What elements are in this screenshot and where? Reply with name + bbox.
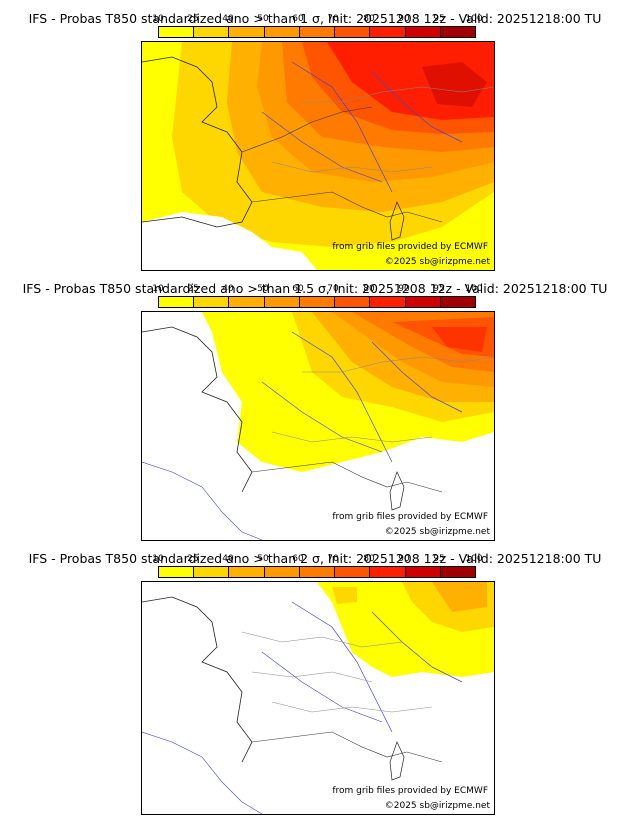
colorbar-tick: 40 bbox=[222, 554, 234, 564]
colorbar-tick: 100 bbox=[465, 284, 483, 294]
colorbar bbox=[158, 566, 476, 578]
colorbar-tick: 95 bbox=[433, 554, 445, 564]
map-panel-3: IFS - Probas T850 standardized ano > tha… bbox=[0, 540, 630, 828]
panel-title: IFS - Probas T850 standardized ano > tha… bbox=[28, 551, 602, 566]
colorbar-swatch bbox=[370, 297, 406, 307]
probability-map: from grib files provided by ECMWF ©2025 … bbox=[141, 311, 495, 541]
colorbar-swatch bbox=[194, 297, 230, 307]
map-graphic bbox=[142, 312, 494, 540]
map-panel-2: IFS - Probas T850 standardized ano > tha… bbox=[0, 270, 630, 545]
colorbar-tick: 100 bbox=[465, 14, 483, 24]
colorbar-ticks: 10 25 40 50 60 70 80 90 95 100 bbox=[152, 554, 482, 566]
colorbar-swatch bbox=[335, 567, 371, 577]
colorbar-tick: 10 bbox=[152, 284, 164, 294]
colorbar-tick: 70 bbox=[327, 14, 339, 24]
colorbar-tick: 90 bbox=[398, 554, 410, 564]
colorbar bbox=[158, 26, 476, 38]
credit-source: from grib files provided by ECMWF bbox=[332, 242, 488, 252]
colorbar-tick: 100 bbox=[465, 554, 483, 564]
credit-source: from grib files provided by ECMWF bbox=[332, 786, 488, 796]
probability-map: from grib files provided by ECMWF ©2025 … bbox=[141, 581, 495, 815]
credit-author: ©2025 sb@irizpme.net bbox=[384, 257, 490, 267]
colorbar-tick: 70 bbox=[327, 284, 339, 294]
colorbar-swatch bbox=[370, 567, 406, 577]
colorbar-tick: 10 bbox=[152, 14, 164, 24]
colorbar-tick: 25 bbox=[187, 554, 199, 564]
colorbar-tick: 90 bbox=[398, 284, 410, 294]
colorbar-tick: 25 bbox=[187, 14, 199, 24]
probability-map: from grib files provided by ECMWF ©2025 … bbox=[141, 41, 495, 271]
panel-title: IFS - Probas T850 standardized ano > tha… bbox=[28, 11, 602, 26]
colorbar-swatch bbox=[194, 567, 230, 577]
colorbar-swatch bbox=[405, 297, 441, 307]
colorbar-tick: 95 bbox=[433, 284, 445, 294]
colorbar-tick: 50 bbox=[257, 14, 269, 24]
colorbar-tick: 50 bbox=[257, 554, 269, 564]
colorbar-tick: 10 bbox=[152, 554, 164, 564]
colorbar-swatch bbox=[299, 567, 336, 577]
credit-source: from grib files provided by ECMWF bbox=[332, 512, 488, 522]
colorbar-tick: 50 bbox=[257, 284, 269, 294]
colorbar-tick: 60 bbox=[292, 554, 304, 564]
colorbar-tick: 40 bbox=[222, 284, 234, 294]
colorbar-swatch bbox=[335, 27, 371, 37]
colorbar-swatch bbox=[159, 567, 195, 577]
colorbar-swatch bbox=[264, 567, 300, 577]
colorbar-swatch bbox=[335, 297, 371, 307]
colorbar-swatch bbox=[159, 27, 195, 37]
colorbar-swatch bbox=[370, 27, 406, 37]
colorbar-tick: 25 bbox=[187, 284, 199, 294]
colorbar-swatch bbox=[440, 27, 475, 37]
colorbar bbox=[158, 296, 476, 308]
colorbar-tick: 80 bbox=[363, 284, 375, 294]
colorbar-ticks: 10 25 40 50 60 70 80 90 95 100 bbox=[152, 284, 482, 296]
colorbar-swatch bbox=[440, 567, 475, 577]
colorbar-tick: 60 bbox=[292, 14, 304, 24]
colorbar-swatch bbox=[440, 297, 475, 307]
credit-author: ©2025 sb@irizpme.net bbox=[384, 527, 490, 537]
colorbar-swatch bbox=[264, 297, 300, 307]
colorbar-swatch bbox=[229, 567, 265, 577]
map-graphic bbox=[142, 582, 494, 814]
colorbar-tick: 80 bbox=[363, 14, 375, 24]
colorbar-swatch bbox=[194, 27, 230, 37]
colorbar-swatch bbox=[159, 297, 195, 307]
map-graphic bbox=[142, 42, 494, 270]
colorbar-tick: 40 bbox=[222, 14, 234, 24]
colorbar-swatch bbox=[264, 27, 300, 37]
colorbar-tick: 70 bbox=[327, 554, 339, 564]
panel-title: IFS - Probas T850 standardized ano > tha… bbox=[22, 281, 608, 296]
colorbar-tick: 95 bbox=[433, 14, 445, 24]
colorbar-swatch bbox=[229, 27, 265, 37]
colorbar-swatch bbox=[229, 297, 265, 307]
colorbar-swatch bbox=[299, 27, 336, 37]
colorbar-swatch bbox=[299, 297, 336, 307]
colorbar-swatch bbox=[405, 27, 441, 37]
map-panel-1: IFS - Probas T850 standardized ano > tha… bbox=[0, 0, 630, 275]
colorbar-tick: 80 bbox=[363, 554, 375, 564]
colorbar-ticks: 10 25 40 50 60 70 80 90 95 100 bbox=[152, 14, 482, 26]
colorbar-tick: 60 bbox=[292, 284, 304, 294]
colorbar-tick: 90 bbox=[398, 14, 410, 24]
colorbar-swatch bbox=[405, 567, 441, 577]
credit-author: ©2025 sb@irizpme.net bbox=[384, 801, 490, 811]
